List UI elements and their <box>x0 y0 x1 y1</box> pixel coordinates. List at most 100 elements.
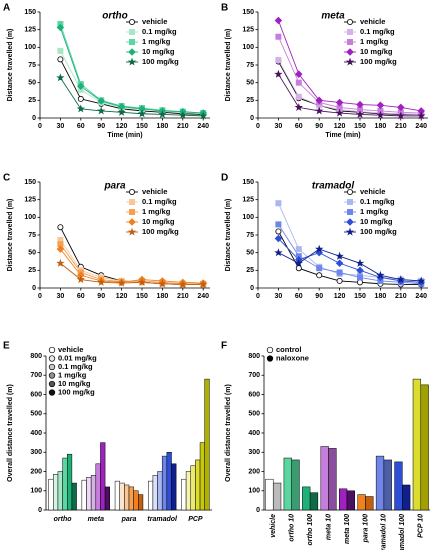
marker <box>137 109 147 118</box>
bar <box>119 482 125 511</box>
x-tick-label: 210 <box>395 293 407 300</box>
bar <box>171 463 177 511</box>
marker <box>117 107 126 116</box>
x-tick-label: 120 <box>334 123 346 130</box>
legend-marker <box>48 389 56 396</box>
legend-label: vehicle <box>360 17 385 26</box>
marker <box>275 221 282 228</box>
x-axis-label: Time (min) <box>107 132 142 139</box>
x-tick-label: meta 10 <box>325 514 332 540</box>
legend-label: vehicle <box>58 345 83 354</box>
y-tick-label: 600 <box>248 391 260 398</box>
bar <box>402 484 411 511</box>
marker <box>346 39 353 46</box>
marker <box>97 97 105 105</box>
x-tick-label: 0 <box>38 123 42 130</box>
y-tick-label: 0 <box>256 507 260 514</box>
y-tick-label: 200 <box>30 468 42 475</box>
x-tick-label: 30 <box>275 293 283 300</box>
marker <box>295 246 302 253</box>
x-tick-label: PCP <box>188 516 203 523</box>
panel-letter: E <box>3 341 10 352</box>
x-tick-label: para <box>121 516 137 523</box>
y-tick-label: 100 <box>24 214 36 221</box>
y-tick-label: 50 <box>28 250 36 257</box>
x-tick-label: tramadol <box>147 516 178 523</box>
marker <box>397 103 405 112</box>
marker <box>345 227 355 236</box>
marker <box>396 111 405 120</box>
x-axis-label: Time (min) <box>325 132 360 139</box>
y-tick-label: 100 <box>242 44 254 51</box>
marker <box>275 57 282 64</box>
bar <box>383 459 392 511</box>
marker <box>274 234 283 243</box>
x-tick-label: 90 <box>315 123 323 130</box>
marker <box>346 48 354 56</box>
marker <box>274 248 283 257</box>
legend-label: 10 mg/kg <box>142 217 175 226</box>
x-tick-label: 210 <box>395 123 407 130</box>
marker <box>345 57 355 66</box>
marker <box>128 198 135 205</box>
legend-marker <box>266 346 274 354</box>
marker <box>178 110 187 119</box>
marker <box>57 56 64 63</box>
bar <box>166 452 172 511</box>
y-tick-label: 50 <box>28 80 36 87</box>
x-tick-label: 240 <box>415 293 427 300</box>
y-axis-label: Distance travelled (m) <box>225 199 232 272</box>
bar <box>57 471 63 511</box>
marker <box>128 18 135 25</box>
marker <box>274 16 283 25</box>
y-tick-label: 100 <box>242 214 254 221</box>
marker <box>315 96 323 105</box>
legend-label: 1 mg/kg <box>142 207 171 216</box>
bar <box>190 465 196 511</box>
bar <box>265 478 274 511</box>
bar <box>157 471 163 511</box>
bar <box>302 486 311 511</box>
legend-marker <box>48 380 56 388</box>
x-tick-label: tramadol 100 <box>399 514 406 550</box>
x-tick-label: 0 <box>256 293 260 300</box>
legend-label: 0.1 mg/kg <box>360 197 395 206</box>
marker <box>158 110 167 119</box>
marker <box>77 82 85 90</box>
marker <box>294 102 303 111</box>
x-tick-label: para 100 <box>362 514 369 544</box>
x-tick-label: 30 <box>275 123 283 130</box>
x-tick-label: 150 <box>136 123 148 130</box>
marker <box>56 245 65 253</box>
marker <box>396 275 405 284</box>
marker <box>97 106 106 115</box>
legend-label: vehicle <box>142 17 167 26</box>
marker <box>127 227 137 236</box>
legend-label: 1 mg/kg <box>142 37 171 46</box>
legend-label: 100 mg/kg <box>142 227 179 236</box>
x-tick-label: 90 <box>97 123 105 130</box>
y-tick-label: 800 <box>248 353 260 360</box>
bar <box>185 471 192 511</box>
x-tick-label: ortho 100 <box>307 514 314 546</box>
marker <box>128 188 135 195</box>
bar <box>152 475 158 511</box>
y-tick-label: 150 <box>24 9 36 16</box>
y-tick-label: 300 <box>248 449 260 456</box>
panel-letter: D <box>221 173 228 184</box>
marker <box>274 69 283 78</box>
y-tick-label: 25 <box>246 97 254 104</box>
legend-label: 0.1 mg/kg <box>58 362 93 371</box>
bar <box>195 459 201 511</box>
legend-label: 10 mg/kg <box>58 379 91 388</box>
x-tick-label: 180 <box>157 293 169 300</box>
series-line <box>278 238 422 283</box>
marker <box>128 39 135 46</box>
marker <box>275 228 282 235</box>
marker <box>56 258 65 267</box>
bar <box>339 488 348 511</box>
marker <box>356 100 364 109</box>
marker <box>376 101 385 110</box>
marker <box>275 200 282 207</box>
x-tick-label: 180 <box>375 123 387 130</box>
